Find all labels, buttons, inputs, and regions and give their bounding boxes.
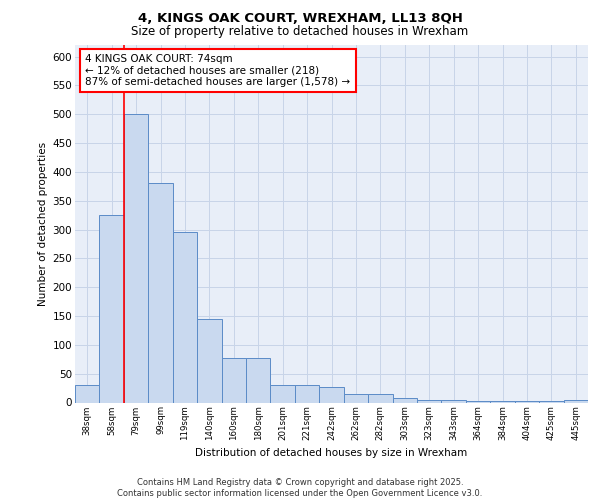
Bar (319, 387, 344, 402)
Bar (368, 394, 392, 402)
Bar (417, 400, 442, 402)
Y-axis label: Number of detached properties: Number of detached properties (38, 142, 49, 306)
Bar (75, 385, 100, 402)
Text: Size of property relative to detached houses in Wrexham: Size of property relative to detached ho… (131, 25, 469, 38)
Bar (295, 385, 319, 402)
Bar (221, 358, 246, 403)
Bar (563, 400, 588, 402)
X-axis label: Distribution of detached houses by size in Wrexham: Distribution of detached houses by size … (196, 448, 467, 458)
Bar (442, 400, 466, 402)
Text: 4 KINGS OAK COURT: 74sqm
← 12% of detached houses are smaller (218)
87% of semi-: 4 KINGS OAK COURT: 74sqm ← 12% of detach… (85, 54, 350, 87)
Text: Contains HM Land Registry data © Crown copyright and database right 2025.
Contai: Contains HM Land Registry data © Crown c… (118, 478, 482, 498)
Bar (197, 319, 221, 402)
Bar (173, 232, 197, 402)
Bar (271, 385, 295, 402)
Bar (148, 184, 173, 402)
Bar (246, 358, 271, 403)
Bar (124, 114, 148, 403)
Text: 4, KINGS OAK COURT, WREXHAM, LL13 8QH: 4, KINGS OAK COURT, WREXHAM, LL13 8QH (137, 12, 463, 26)
Bar (466, 401, 490, 402)
Bar (392, 398, 417, 402)
Bar (100, 215, 124, 402)
Bar (344, 394, 368, 402)
